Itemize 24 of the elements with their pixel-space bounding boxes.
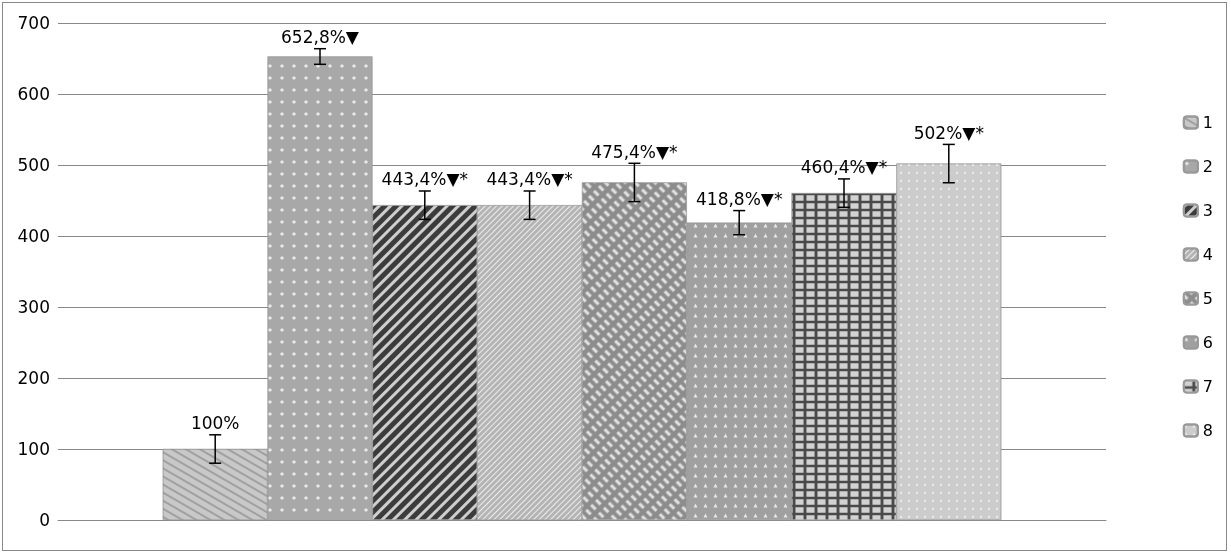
y-tick-label: 400 [17, 226, 50, 246]
data-label: 460,4%▼* [800, 157, 888, 178]
legend-label: 5 [1202, 289, 1214, 308]
y-tick-label: 0 [39, 510, 50, 530]
data-label: 443,4%▼* [486, 169, 573, 190]
y-tick-label: 600 [17, 84, 50, 104]
data-label: 100% [190, 413, 240, 434]
legend-label: 8 [1202, 421, 1214, 440]
data-label: 475,4%▼* [591, 141, 678, 162]
legend-label: 2 [1202, 157, 1214, 176]
y-tick-label: 200 [17, 368, 50, 388]
legend-label: 7 [1202, 377, 1214, 396]
data-label: 443,4%▼* [381, 169, 468, 190]
legend-label: 6 [1202, 333, 1214, 352]
y-tick-label: 300 [17, 297, 50, 317]
y-tick-label: 700 [17, 13, 50, 33]
data-label: 652,8%▼ [281, 27, 360, 48]
legend-label: 1 [1202, 113, 1214, 132]
legend-label: 3 [1202, 201, 1214, 220]
legend-label: 4 [1202, 245, 1214, 264]
data-label: 502%▼* [913, 122, 984, 143]
y-tick-label: 500 [17, 155, 50, 175]
y-tick-label: 100 [17, 439, 50, 459]
data-label: 418,8%▼* [696, 189, 783, 210]
